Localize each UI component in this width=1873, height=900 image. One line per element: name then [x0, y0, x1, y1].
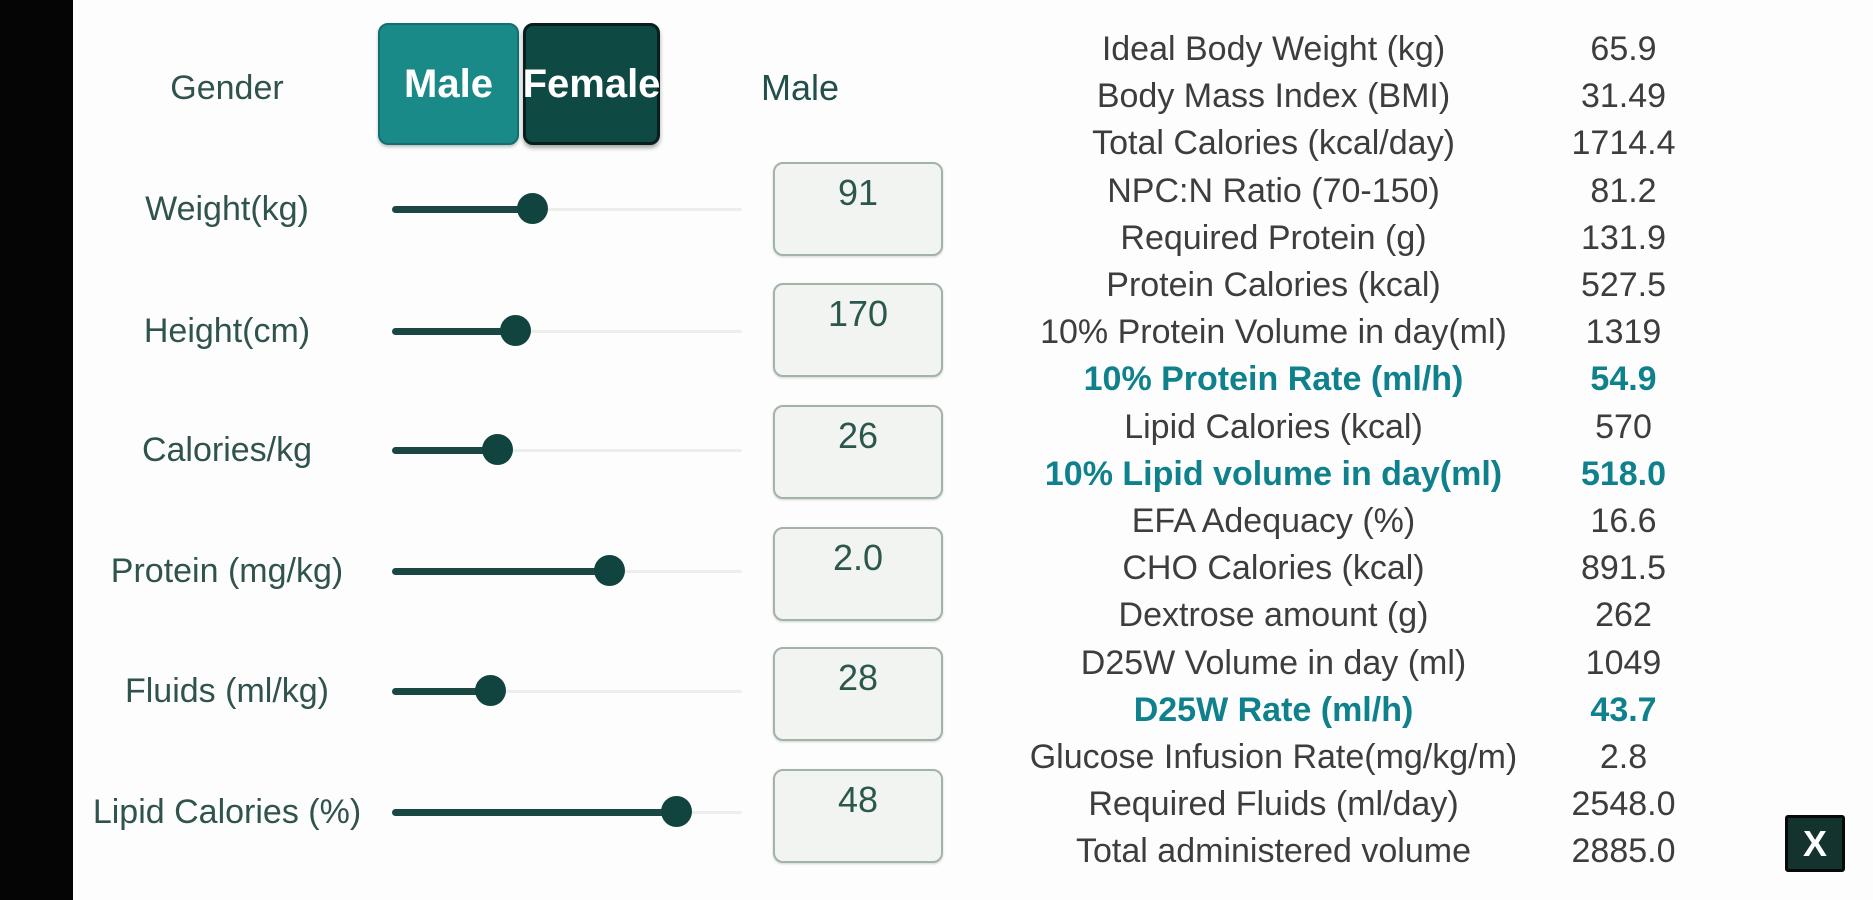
- weight-slider[interactable]: [392, 192, 742, 226]
- result-value: 65.9: [1590, 30, 1657, 69]
- result-label: Total Calories (kcal/day): [1092, 124, 1455, 163]
- result-row: Glucose Infusion Rate(mg/kg/m) 2.8: [990, 734, 1690, 781]
- result-row: NPC:N Ratio (70-150) 81.2: [990, 168, 1690, 215]
- gender-label: Gender: [170, 69, 284, 107]
- result-row: Lipid Calories (kcal) 570: [990, 404, 1690, 451]
- result-label: D25W Volume in day (ml): [1080, 643, 1467, 682]
- result-value: 2.8: [1599, 737, 1648, 776]
- result-label: CHO Calories (kcal): [1122, 549, 1425, 588]
- lipid-calories-label: Lipid Calories (%): [92, 793, 362, 831]
- result-value: 1319: [1585, 313, 1662, 352]
- result-row: Dextrose amount (g) 262: [990, 592, 1690, 639]
- result-value: 2885.0: [1571, 832, 1676, 871]
- result-label: 10% Protein Rate (ml/h): [1083, 360, 1464, 399]
- slider-fill: [392, 568, 609, 575]
- weight-label: Weight(kg): [145, 190, 309, 228]
- selected-gender-text: Male: [760, 67, 840, 108]
- fluids-input[interactable]: 28: [773, 647, 943, 741]
- result-value: 16.6: [1590, 501, 1657, 540]
- result-label: Protein Calories (kcal): [1106, 266, 1441, 305]
- calories-input[interactable]: 26: [773, 405, 943, 499]
- result-label: Ideal Body Weight (kg): [1101, 30, 1446, 69]
- result-value: 131.9: [1580, 218, 1667, 257]
- slider-handle[interactable]: [660, 796, 692, 827]
- slider-handle[interactable]: [594, 555, 625, 586]
- result-value: 2548.0: [1571, 785, 1676, 824]
- result-value: 1049: [1585, 643, 1662, 682]
- lipid-calories-slider[interactable]: [392, 795, 742, 829]
- slider-fill: [392, 328, 515, 335]
- female-toggle-button[interactable]: Female: [523, 23, 660, 145]
- result-label: 10% Protein Volume in day(ml): [1040, 313, 1507, 352]
- result-value: 518.0: [1580, 454, 1667, 493]
- result-row: Ideal Body Weight (kg) 65.9: [990, 26, 1690, 73]
- result-row: CHO Calories (kcal) 891.5: [990, 545, 1690, 592]
- result-label: NPC:N Ratio (70-150): [1107, 171, 1440, 210]
- result-value: 891.5: [1580, 549, 1667, 588]
- slider-rail: [392, 208, 742, 211]
- result-row: Required Protein (g) 131.9: [990, 215, 1690, 262]
- height-input[interactable]: 170: [773, 283, 943, 377]
- letterbox-bar: [0, 0, 73, 900]
- result-label: Total administered volume: [1076, 832, 1471, 871]
- result-value: 81.2: [1590, 171, 1657, 210]
- result-row: Total administered volume 2885.0: [990, 828, 1690, 875]
- slider-rail: [392, 330, 742, 333]
- slider-rail: [392, 449, 742, 452]
- slider-fill: [392, 447, 497, 454]
- result-row: D25W Volume in day (ml) 1049: [990, 639, 1690, 686]
- result-row: Total Calories (kcal/day) 1714.4: [990, 120, 1690, 167]
- result-row: 10% Lipid volume in day(ml) 518.0: [990, 451, 1690, 498]
- result-label: Required Protein (g): [1120, 218, 1427, 257]
- result-label: 10% Lipid volume in day(ml): [1044, 454, 1503, 493]
- slider-fill: [392, 206, 532, 213]
- result-value: 262: [1595, 596, 1652, 635]
- result-row: EFA Adequacy (%) 16.6: [990, 498, 1690, 545]
- result-value: 527.5: [1580, 266, 1667, 305]
- lipid-calories-input[interactable]: 48: [773, 769, 943, 863]
- result-value: 31.49: [1580, 77, 1667, 116]
- result-label: D25W Rate (ml/h): [1133, 690, 1414, 729]
- result-label: Lipid Calories (kcal): [1124, 407, 1423, 446]
- result-value: 570: [1595, 407, 1652, 446]
- result-row: Body Mass Index (BMI) 31.49: [990, 73, 1690, 120]
- slider-handle[interactable]: [475, 675, 506, 706]
- result-value: 54.9: [1590, 360, 1657, 399]
- calories-label: Calories/kg: [141, 431, 313, 469]
- result-value: 1714.4: [1571, 124, 1676, 163]
- results-panel: Ideal Body Weight (kg) 65.9 Body Mass Ind…: [990, 26, 1690, 875]
- slider-handle[interactable]: [499, 315, 531, 346]
- slider-handle[interactable]: [517, 193, 548, 224]
- height-slider[interactable]: [392, 314, 742, 348]
- fluids-slider[interactable]: [392, 674, 742, 708]
- fluids-label: Fluids (ml/kg): [124, 672, 330, 710]
- result-label: Dextrose amount (g): [1118, 596, 1429, 635]
- result-row: Required Fluids (ml/day) 2548.0: [990, 781, 1690, 828]
- result-label: Glucose Infusion Rate(mg/kg/m): [1029, 737, 1518, 776]
- male-toggle-button[interactable]: Male: [378, 23, 519, 145]
- slider-fill: [392, 809, 676, 816]
- calories-slider[interactable]: [392, 433, 742, 467]
- result-label: EFA Adequacy (%): [1131, 501, 1416, 540]
- result-label: Required Fluids (ml/day): [1088, 785, 1459, 824]
- result-value: 43.7: [1590, 690, 1657, 729]
- result-row: 10% Protein Volume in day(ml) 1319: [990, 309, 1690, 356]
- protein-input[interactable]: 2.0: [773, 527, 943, 621]
- slider-handle[interactable]: [482, 434, 513, 465]
- close-button[interactable]: X: [1785, 815, 1845, 872]
- result-row: 10% Protein Rate (ml/h) 54.9: [990, 356, 1690, 403]
- slider-fill: [392, 688, 490, 695]
- result-row: D25W Rate (ml/h) 43.7: [990, 687, 1690, 734]
- result-label: Body Mass Index (BMI): [1096, 77, 1451, 116]
- slider-rail: [392, 690, 742, 693]
- protein-slider[interactable]: [392, 554, 742, 588]
- protein-label: Protein (mg/kg): [110, 552, 344, 590]
- weight-input[interactable]: 91: [773, 162, 943, 256]
- height-label: Height(cm): [143, 312, 311, 350]
- result-row: Protein Calories (kcal) 527.5: [990, 262, 1690, 309]
